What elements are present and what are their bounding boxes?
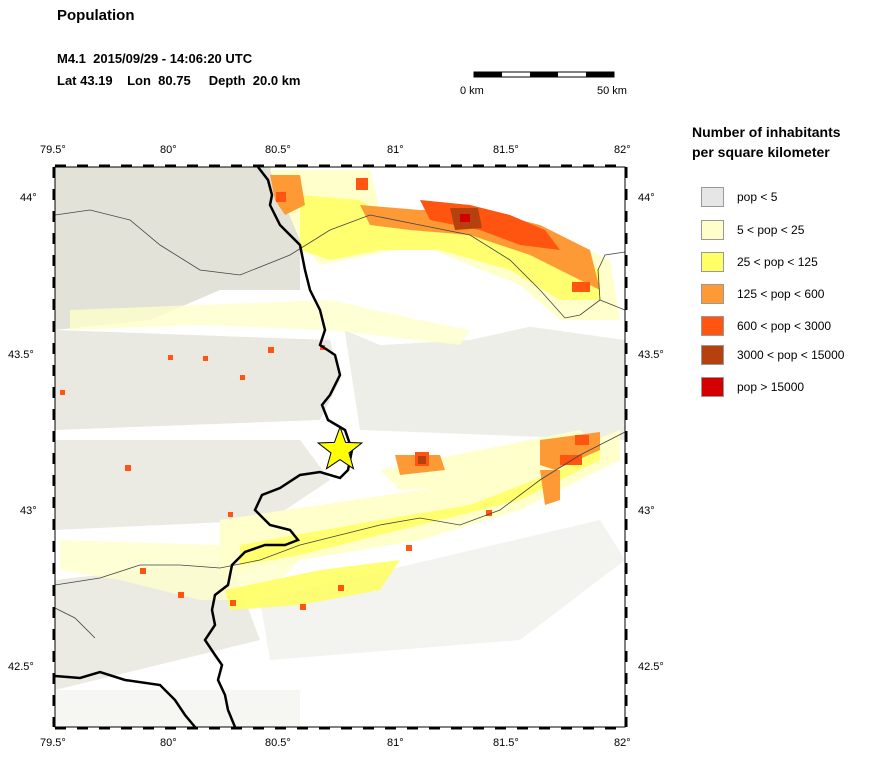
lat-tick-right: 44° [638,192,655,204]
legend-item: pop > 15000 [701,377,870,399]
map-title: Population [57,7,135,24]
lon-tick-bottom: 81° [387,737,404,749]
lon-tick-top: 80° [160,144,177,156]
lat-tick-left: 43° [20,505,37,517]
legend-item: 5 < pop < 25 [701,220,870,242]
lon-tick-bottom: 80.5° [265,737,291,749]
legend-swatch [701,220,724,240]
legend-label: 5 < pop < 25 [737,223,805,237]
legend-item: 600 < pop < 3000 [701,316,870,338]
lat-tick-left: 44° [20,192,37,204]
lat-tick-right: 42.5° [638,661,664,673]
legend-label: 25 < pop < 125 [737,255,818,269]
lat-tick-right: 43° [638,505,655,517]
lon-tick-bottom: 80° [160,737,177,749]
star-icon [316,425,364,470]
province-boundaries [55,209,625,639]
lon-tick-top: 81.5° [493,144,519,156]
legend-title: Number of inhabitants per square kilomet… [692,122,841,162]
legend-swatch [701,345,724,365]
lat-tick-left: 43.5° [8,349,34,361]
scale-start-label: 0 km [460,85,484,97]
legend-swatch [701,187,724,207]
legend-label: 125 < pop < 600 [737,287,825,301]
pop-gt-15000-area [460,214,470,222]
legend-item: 3000 < pop < 15000 [701,345,870,367]
legend-swatch [701,377,724,397]
legend-item: 25 < pop < 125 [701,252,870,274]
event-info: M4.1 2015/09/29 - 14:06:20 UTC [57,51,253,66]
lon-tick-top: 80.5° [265,144,291,156]
lat-tick-right: 43.5° [638,349,664,361]
legend-title-line: Number of inhabitants [692,124,841,140]
legend-label: pop < 5 [737,190,778,204]
lon-tick-top: 81° [387,144,404,156]
legend-swatch [701,316,724,336]
lon-tick-bottom: 82° [614,737,631,749]
location-info: Lat 43.19 Lon 80.75 Depth 20.0 km [57,73,301,88]
lon-tick-top: 79.5° [40,144,66,156]
scale-end-label: 50 km [597,85,627,97]
lon-tick-bottom: 79.5° [40,737,66,749]
lon-tick-bottom: 81.5° [493,737,519,749]
lat-tick-left: 42.5° [8,661,34,673]
legend-item: 125 < pop < 600 [701,284,870,306]
lon-tick-top: 82° [614,144,631,156]
legend-swatch [701,284,724,304]
pop-lt-5-area [55,167,625,727]
legend-label: 600 < pop < 3000 [737,319,832,333]
legend-label: 3000 < pop < 15000 [737,348,845,362]
legend-title-line: per square kilometer [692,144,830,160]
international-border-south [55,670,196,727]
international-border [203,167,354,727]
legend-item: pop < 5 [701,187,870,209]
legend-label: pop > 15000 [737,380,805,394]
map-frame [52,164,628,730]
legend-swatch [701,252,724,272]
